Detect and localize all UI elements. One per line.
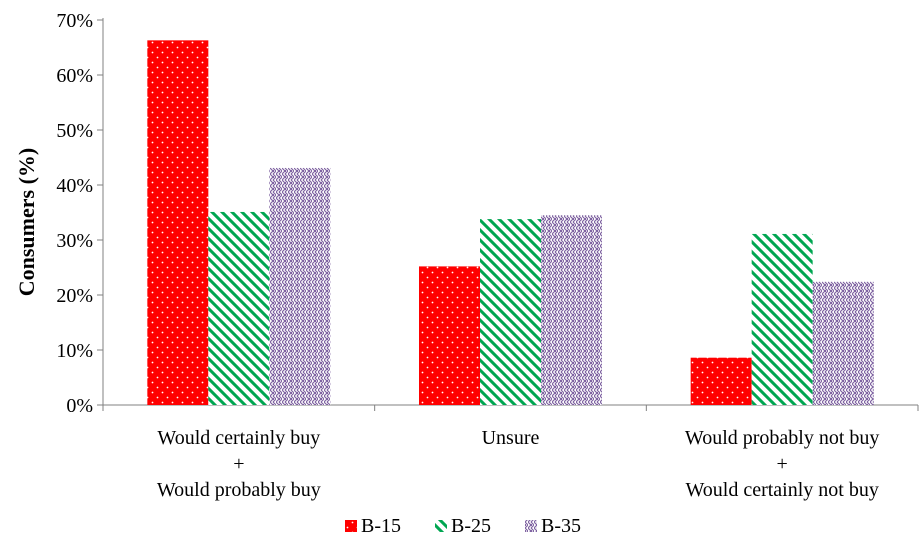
bar-b-25-1 xyxy=(208,211,270,405)
y-tick-label: 60% xyxy=(56,65,93,87)
y-tick-label: 10% xyxy=(56,340,93,362)
bar-b-15-3 xyxy=(690,357,752,405)
legend-label-b-35: B-35 xyxy=(541,515,581,537)
bar-b-25-2 xyxy=(480,219,541,405)
x-category-label: Would certainly not buy xyxy=(685,479,878,501)
y-axis-title: Consumers (%) xyxy=(14,148,39,297)
bar-b-35-2 xyxy=(541,215,602,405)
legend-label-b-15: B-15 xyxy=(361,515,401,537)
x-category-label: + xyxy=(233,453,244,475)
legend-label-b-25: B-25 xyxy=(451,515,491,537)
x-category-label: + xyxy=(777,453,788,475)
y-tick-label: 40% xyxy=(56,175,93,197)
y-tick-label: 30% xyxy=(56,230,93,252)
y-tick-label: 70% xyxy=(56,10,93,32)
bar-b-35-3 xyxy=(812,281,874,405)
legend-swatch-b-15 xyxy=(345,520,357,532)
bar-b-35-1 xyxy=(269,167,331,405)
y-tick-label: 50% xyxy=(56,120,93,142)
bar-b-15-1 xyxy=(147,40,209,405)
y-tick-label: 0% xyxy=(66,395,93,417)
x-category-label: Would probably buy xyxy=(157,479,321,501)
bar-b-25-3 xyxy=(751,233,813,405)
bar-b-15-2 xyxy=(419,266,480,405)
x-category-label: Would certainly buy xyxy=(157,427,320,449)
y-tick-label: 20% xyxy=(56,285,93,307)
legend-swatch-b-25 xyxy=(435,520,447,532)
legend-swatch-b-35 xyxy=(525,520,537,532)
x-category-label: Would probably not buy xyxy=(685,427,879,449)
x-category-label: Unsure xyxy=(482,427,540,449)
